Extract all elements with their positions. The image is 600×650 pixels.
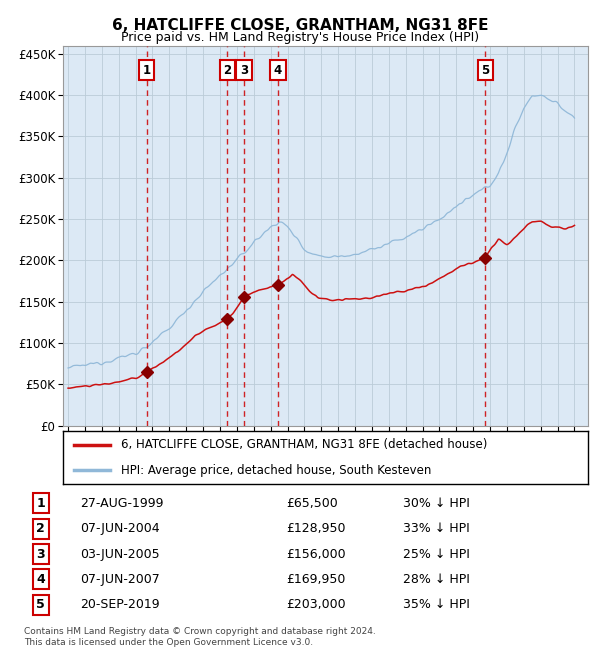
Text: 07-JUN-2004: 07-JUN-2004 [80,523,160,536]
Text: 1: 1 [142,64,151,77]
Text: £128,950: £128,950 [286,523,346,536]
Text: 6, HATCLIFFE CLOSE, GRANTHAM, NG31 8FE (detached house): 6, HATCLIFFE CLOSE, GRANTHAM, NG31 8FE (… [121,438,487,451]
Text: 1: 1 [37,497,45,510]
Text: £169,950: £169,950 [286,573,346,586]
Text: 30% ↓ HPI: 30% ↓ HPI [403,497,470,510]
Text: £203,000: £203,000 [286,598,346,611]
Text: £65,500: £65,500 [286,497,338,510]
Text: Price paid vs. HM Land Registry's House Price Index (HPI): Price paid vs. HM Land Registry's House … [121,31,479,44]
Text: 27-AUG-1999: 27-AUG-1999 [80,497,163,510]
Text: 28% ↓ HPI: 28% ↓ HPI [403,573,470,586]
Text: 33% ↓ HPI: 33% ↓ HPI [403,523,470,536]
Text: 20-SEP-2019: 20-SEP-2019 [80,598,160,611]
Text: 2: 2 [37,523,45,536]
Text: Contains HM Land Registry data © Crown copyright and database right 2024.
This d: Contains HM Land Registry data © Crown c… [24,627,376,647]
Text: 25% ↓ HPI: 25% ↓ HPI [403,547,470,560]
Text: 07-JUN-2007: 07-JUN-2007 [80,573,160,586]
Text: 3: 3 [240,64,248,77]
Text: 3: 3 [37,547,45,560]
Text: 5: 5 [37,598,45,611]
Text: 6, HATCLIFFE CLOSE, GRANTHAM, NG31 8FE: 6, HATCLIFFE CLOSE, GRANTHAM, NG31 8FE [112,18,488,33]
Text: 4: 4 [37,573,45,586]
Text: 5: 5 [481,64,490,77]
Text: 35% ↓ HPI: 35% ↓ HPI [403,598,470,611]
Text: 2: 2 [223,64,232,77]
Text: £156,000: £156,000 [286,547,346,560]
Text: 4: 4 [274,64,282,77]
Text: 03-JUN-2005: 03-JUN-2005 [80,547,160,560]
Text: HPI: Average price, detached house, South Kesteven: HPI: Average price, detached house, Sout… [121,464,431,477]
